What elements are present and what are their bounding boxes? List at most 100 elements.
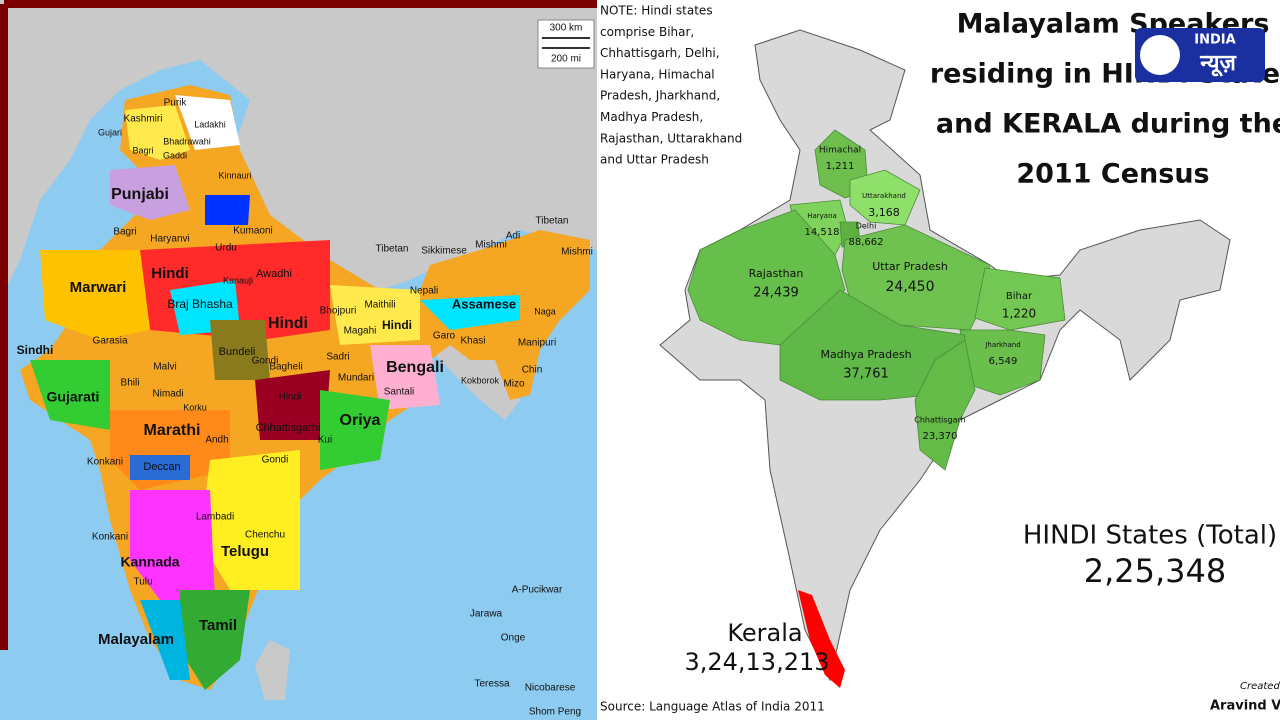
patch — [110, 165, 190, 220]
total-label: HINDI States (Total) — [1023, 521, 1277, 551]
state-value: 1,211 — [826, 161, 855, 172]
language-label: Assamese — [452, 296, 516, 311]
language-label: Urdu — [215, 243, 237, 254]
language-label: Gondi — [252, 356, 279, 367]
language-label: Jarawa — [470, 609, 503, 620]
language-label: Bengali — [386, 359, 444, 376]
state-value: 23,370 — [923, 431, 958, 442]
state-name: Haryana — [807, 212, 837, 220]
state-name: Madhya Pradesh — [820, 348, 911, 361]
patch — [130, 455, 190, 480]
language-label: Bhadrawahi — [163, 136, 211, 146]
state-name: Rajasthan — [749, 267, 804, 280]
language-label: Kanauji — [223, 275, 253, 285]
language-label: Bagheli — [269, 362, 302, 373]
language-label: Telugu — [221, 543, 269, 560]
language-label: Chenchu — [245, 530, 285, 541]
patch — [205, 195, 250, 225]
patch — [330, 285, 420, 345]
language-label: Bhojpuri — [320, 306, 357, 317]
logo-emblem — [1140, 35, 1180, 75]
language-label: Tibetan — [376, 244, 409, 255]
language-patches — [30, 95, 520, 690]
scale-label: 200 mi — [551, 54, 581, 65]
note-line: and Uttar Pradesh — [600, 153, 709, 167]
language-label: Haryanvi — [150, 234, 189, 245]
kerala — [798, 590, 845, 688]
title-line: 2011 Census — [1016, 159, 1209, 190]
state-name: Delhi — [856, 222, 877, 231]
language-label: Marwari — [70, 279, 127, 296]
state-labels: Himachal 1,211 Uttarakhand 3,168 Haryana 14,5… — [749, 146, 1037, 443]
language-label: Bagri — [132, 145, 153, 155]
language-label: Mishmi — [475, 240, 507, 251]
state-value: 24,439 — [753, 286, 799, 301]
patch — [320, 390, 390, 470]
state-name: Uttarakhand — [862, 192, 906, 200]
patch — [180, 590, 250, 690]
language-label: Adi — [506, 231, 520, 242]
language-label: Hindi — [151, 265, 189, 282]
language-label: Tamil — [199, 617, 237, 634]
language-label: Punjabi — [111, 186, 169, 203]
language-label: Manipuri — [518, 338, 556, 349]
state-value: 14,518 — [805, 227, 840, 238]
total-value: 2,25,348 — [1084, 552, 1227, 590]
scale-box — [537, 19, 595, 69]
language-label: Teressa — [474, 679, 509, 690]
state-name: Bihar — [1006, 291, 1033, 302]
language-label: Hindi — [268, 315, 308, 332]
language-label: Bhili — [121, 378, 140, 389]
state-name: Jharkhand — [984, 341, 1020, 349]
language-label: Kannada — [120, 554, 179, 570]
source: Source: Language Atlas of India 2011 — [600, 700, 825, 714]
bihar — [974, 267, 1066, 331]
hindi-states — [687, 129, 1066, 471]
patch — [200, 450, 300, 590]
note-line: Chhattisgarh, Delhi, — [600, 46, 720, 60]
note-line: NOTE: Hindi states — [600, 4, 713, 18]
state-name: Uttar Pradesh — [872, 260, 948, 273]
state-value: 88,662 — [849, 237, 884, 248]
language-label: Deccan — [143, 461, 180, 473]
language-label: Kokborok — [461, 375, 500, 385]
language-label: Andh — [205, 435, 228, 446]
language-label: Tulu — [133, 577, 152, 588]
state-name: Himachal — [819, 146, 861, 156]
patch — [255, 370, 330, 440]
language-label: Bagri — [113, 227, 136, 238]
state-value: 24,450 — [886, 279, 935, 295]
patch — [140, 600, 190, 680]
language-label: Gaddi — [163, 150, 187, 160]
language-label: Shom Peng — [529, 707, 581, 718]
language-label: Hindi — [279, 392, 302, 403]
language-label: Maithili — [364, 300, 395, 311]
language-label: Gondi — [262, 455, 289, 466]
language-label: Garo — [433, 331, 456, 342]
logo-text: न्यूज़ — [1199, 51, 1237, 77]
language-label: Onge — [501, 633, 526, 644]
language-label: Magahi — [344, 326, 377, 337]
title-line: and KERALA during the — [936, 109, 1280, 140]
note-line: Madhya Pradesh, — [600, 110, 703, 124]
language-label: Konkani — [87, 457, 123, 468]
language-label: Nepali — [410, 286, 438, 297]
language-label: Lambadi — [196, 512, 234, 523]
patch — [175, 95, 240, 150]
language-label: Chin — [522, 365, 543, 376]
patch — [30, 360, 110, 430]
kerala-value: 3,24,13,213 — [684, 648, 829, 676]
language-label: Bundeli — [219, 346, 256, 358]
language-label: Konkani — [92, 532, 128, 543]
language-label: Malvi — [153, 362, 176, 373]
language-label: Kui — [318, 435, 332, 446]
sri-lanka — [255, 640, 290, 700]
language-label: Sadri — [326, 352, 349, 363]
note-line: Haryana, Himachal — [600, 67, 715, 81]
note-line: Rajasthan, Uttarakhand — [600, 131, 742, 145]
language-label: Gujari — [98, 127, 122, 137]
language-label: Awadhi — [256, 268, 292, 280]
language-label: Purik — [164, 98, 188, 109]
patch — [420, 295, 520, 330]
language-label: Kumaoni — [233, 226, 272, 237]
